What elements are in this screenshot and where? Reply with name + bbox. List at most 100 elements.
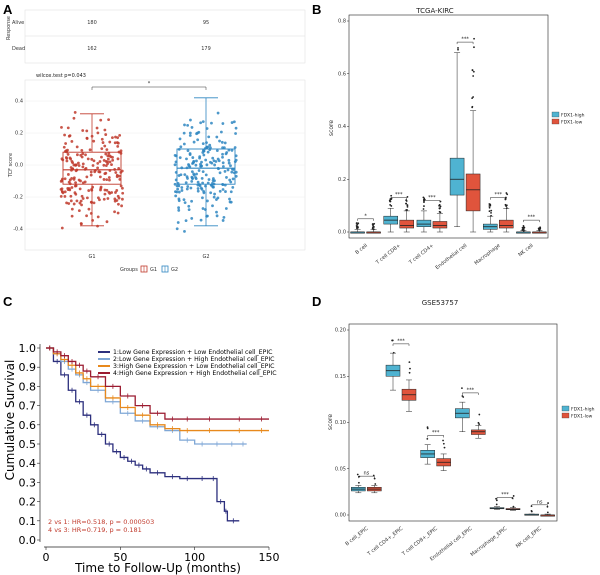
a-point xyxy=(190,217,194,220)
a-point xyxy=(196,187,200,190)
a-point xyxy=(92,201,96,205)
b-outlier xyxy=(389,204,392,206)
a-point xyxy=(188,134,192,137)
c-y-tick: 1.0 xyxy=(19,342,37,355)
a-point xyxy=(211,177,215,180)
a-sig-label: * xyxy=(148,81,151,87)
b-outlier xyxy=(471,97,474,100)
a-point xyxy=(232,120,236,124)
c-y-tick: 0.7 xyxy=(19,400,37,413)
a-point xyxy=(70,186,74,189)
a-table-y-title: Response xyxy=(6,16,12,40)
b-outlier xyxy=(405,202,408,205)
a-point xyxy=(85,137,89,140)
panel-label-a: A xyxy=(3,2,13,17)
a-point xyxy=(195,132,198,136)
a-point xyxy=(234,170,238,174)
a-point xyxy=(223,169,227,173)
b-outlier xyxy=(457,48,459,51)
a-point xyxy=(179,173,183,177)
a-point xyxy=(59,194,63,198)
a-point xyxy=(182,198,186,202)
a-point xyxy=(195,172,198,176)
a-point xyxy=(190,170,194,173)
a-point xyxy=(175,184,179,188)
a-point xyxy=(196,180,200,184)
a-point xyxy=(209,146,212,150)
a-point xyxy=(188,153,192,156)
a-point xyxy=(226,168,230,172)
c-y-tick: 0.1 xyxy=(19,515,37,528)
b-outlier xyxy=(521,226,524,229)
a-point xyxy=(97,170,101,174)
c-legend-label: 1:Low Gene Expression + Low Endothelial … xyxy=(113,349,272,356)
a-point xyxy=(204,173,208,177)
d-outlier xyxy=(408,361,411,364)
a-point xyxy=(221,152,224,156)
a-point xyxy=(219,130,223,134)
d-legend-key-low xyxy=(561,412,570,419)
a-point xyxy=(92,159,96,163)
a-point xyxy=(92,139,96,143)
a-point xyxy=(213,192,216,196)
panel-b: TCGA-KIRC score 0.0 0.2 0.4 0.6 0.8 B cell * T … xyxy=(328,7,585,271)
d-x-tick: T cell CD8+_EPIC xyxy=(400,526,439,558)
d-y-label: score xyxy=(327,414,334,430)
b-x-tick: NK cell xyxy=(517,243,534,258)
b-outlier xyxy=(355,225,358,228)
b-y-tick: 0.0 xyxy=(338,230,346,236)
a-point xyxy=(70,207,74,211)
a-point xyxy=(102,178,106,181)
b-sig-bracket xyxy=(423,200,441,203)
b-legend-label: FDX1-low xyxy=(561,120,583,126)
a-point xyxy=(218,189,222,193)
a-point xyxy=(180,186,184,189)
a-point xyxy=(63,195,67,198)
a-y-tick: 0.4 xyxy=(15,99,23,105)
a-point xyxy=(205,141,208,145)
b-outlier xyxy=(471,106,474,109)
a-point xyxy=(191,161,195,165)
a-point xyxy=(187,164,191,167)
a-point xyxy=(211,204,214,208)
b-sig-label: *** xyxy=(428,195,436,201)
a-point xyxy=(198,184,202,188)
a-point xyxy=(233,146,237,149)
c-stat-text: 4 vs 3: HR=0.719, p = 0.181 xyxy=(48,526,142,534)
b-outlier xyxy=(457,47,459,49)
c-survival-line xyxy=(46,347,269,432)
a-point xyxy=(191,156,195,159)
a-point xyxy=(72,116,76,120)
b-outlier xyxy=(490,214,492,217)
d-x-tick: B cell_EPIC xyxy=(344,526,370,548)
d-y-tick: 0.15 xyxy=(335,374,346,380)
a-point xyxy=(189,186,193,190)
b-outlier xyxy=(406,205,409,208)
c-legend-label: 4:High Gene Expression + High Endothelia… xyxy=(113,370,277,377)
b-x-tick: Macrophage xyxy=(474,243,502,267)
a-point xyxy=(87,207,91,211)
d-outlier xyxy=(392,351,395,354)
a-point xyxy=(209,160,212,164)
b-plot-frame xyxy=(348,14,549,239)
a-point xyxy=(201,207,205,210)
a-point xyxy=(173,153,177,157)
b-outlier xyxy=(539,227,541,230)
a-point xyxy=(215,135,219,139)
b-outlier xyxy=(405,199,408,202)
panel-label-c: C xyxy=(3,294,13,309)
a-point xyxy=(80,222,83,226)
a-point xyxy=(62,145,66,149)
a-point xyxy=(96,166,99,170)
a-point xyxy=(222,216,226,219)
a-point xyxy=(115,173,119,177)
a-point xyxy=(104,152,108,156)
b-outlier xyxy=(523,229,525,232)
a-point xyxy=(183,123,186,127)
a-point xyxy=(85,196,89,200)
a-point xyxy=(188,131,192,135)
a-point xyxy=(210,121,213,125)
a-point xyxy=(117,196,121,200)
a-point xyxy=(105,220,109,224)
a-point xyxy=(79,153,83,157)
